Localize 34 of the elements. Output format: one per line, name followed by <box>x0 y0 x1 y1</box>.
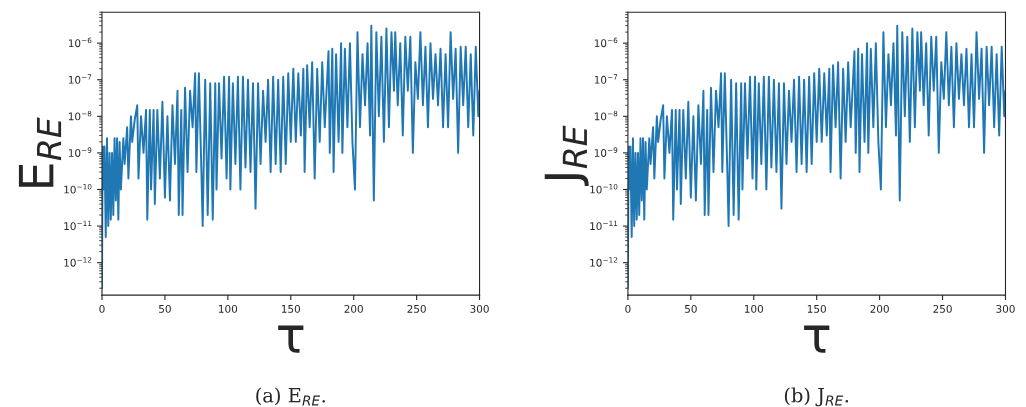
y-tick-label: 10$^{−12}$ <box>64 257 92 267</box>
text: (b) J$_{RE}$. <box>784 387 849 407</box>
x-axis-title: τ <box>278 325 304 353</box>
x-tick-label: 0 <box>625 304 631 313</box>
y-tick-label: 10$^{−12}$ <box>590 257 618 267</box>
x-tick-label: 50 <box>159 304 171 313</box>
x-tick-label: 200 <box>344 304 363 313</box>
x-tick-label: 250 <box>407 304 426 313</box>
y-tick-label: 10$^{−10}$ <box>590 183 618 194</box>
y-tick-label: 10$^{−7}$ <box>68 74 92 84</box>
x-tick-label: 300 <box>996 304 1015 313</box>
y-tick-label: 10$^{−9}$ <box>68 147 92 157</box>
x-tick-label: 150 <box>807 304 826 313</box>
y-tick-label: 10$^{−10}$ <box>64 183 92 194</box>
y-tick-label: 10$^{−8}$ <box>68 110 92 121</box>
y-tick-label: 10$^{−6}$ <box>594 37 618 48</box>
y-tick-label: 10$^{−6}$ <box>68 37 92 48</box>
y-axis-title: E$_{RE}$ <box>18 117 62 187</box>
x-tick-label: 150 <box>281 304 301 313</box>
x-axis-title: τ <box>804 325 830 353</box>
x-tick-label: 50 <box>685 304 697 313</box>
x-tick-label: 300 <box>470 304 489 313</box>
x-tick-label: 100 <box>219 304 238 313</box>
y-axis-title: J$_{RE}$ <box>544 125 589 187</box>
y-tick-label: 10$^{−8}$ <box>594 110 618 121</box>
text: (a) E$_{RE}$. <box>256 387 325 406</box>
x-tick-label: 100 <box>744 304 764 313</box>
y-tick-label: 10$^{−11}$ <box>590 220 618 231</box>
x-tick-label: 200 <box>870 304 889 313</box>
x-tick-label: 250 <box>933 304 952 313</box>
x-tick-label: 0 <box>99 304 105 313</box>
y-tick-label: 10$^{−7}$ <box>594 74 618 84</box>
y-tick-label: 10$^{−11}$ <box>64 220 92 231</box>
y-tick-label: 10$^{−9}$ <box>594 147 618 157</box>
